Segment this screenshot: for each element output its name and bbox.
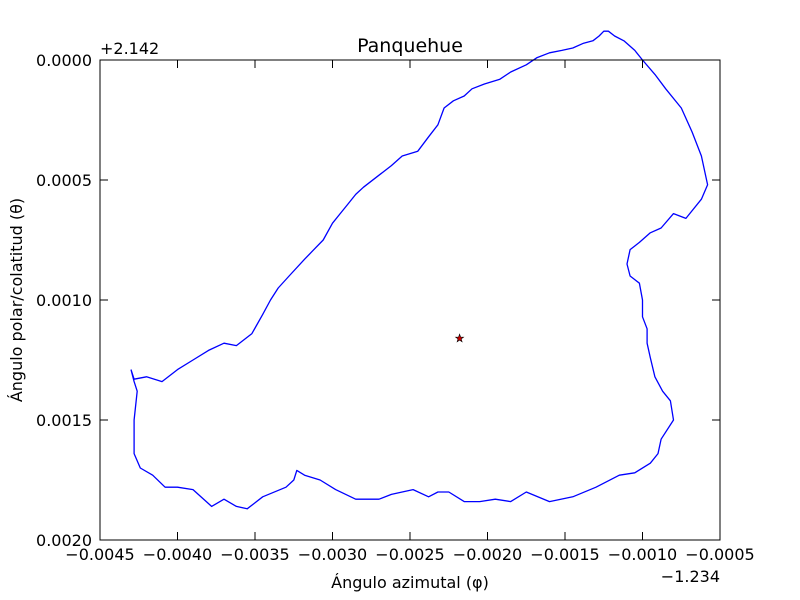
x-offset-label: −1.234 — [661, 567, 720, 586]
plot-frame — [99, 59, 721, 541]
y-axis-label: Ángulo polar/colatitud (θ) — [7, 198, 26, 402]
x-tick-label: −0.0045 — [65, 545, 134, 564]
x-tick-label: −0.0015 — [530, 545, 599, 564]
y-tick-label: 0.0015 — [36, 411, 92, 430]
y-tick-label: 0.0000 — [36, 51, 92, 70]
centroid-star-marker — [454, 333, 465, 343]
series-layer — [130, 30, 709, 510]
x-axis-label: Ángulo azimutal (φ) — [331, 573, 489, 592]
x-tick-label: −0.0020 — [453, 545, 522, 564]
chart-title: Panquehue — [357, 35, 463, 57]
boundary-line — [130, 30, 709, 510]
x-tick-label: −0.0010 — [608, 545, 677, 564]
axes-layer: −0.0045 −0.0040 −0.0035 −0.0030 −0.0025 −0.00… — [36, 51, 755, 564]
x-tick-label: −0.0030 — [298, 545, 367, 564]
y-tick-label: 0.0020 — [36, 531, 92, 550]
x-tick-label: −0.0005 — [685, 545, 754, 564]
y-tick-label: 0.0010 — [36, 291, 92, 310]
x-tick-label: −0.0040 — [143, 545, 212, 564]
y-offset-label: +2.142 — [100, 39, 159, 58]
x-tick-label: −0.0035 — [220, 545, 289, 564]
x-tick-label: −0.0025 — [375, 545, 444, 564]
y-tick-label: 0.0005 — [36, 171, 92, 190]
